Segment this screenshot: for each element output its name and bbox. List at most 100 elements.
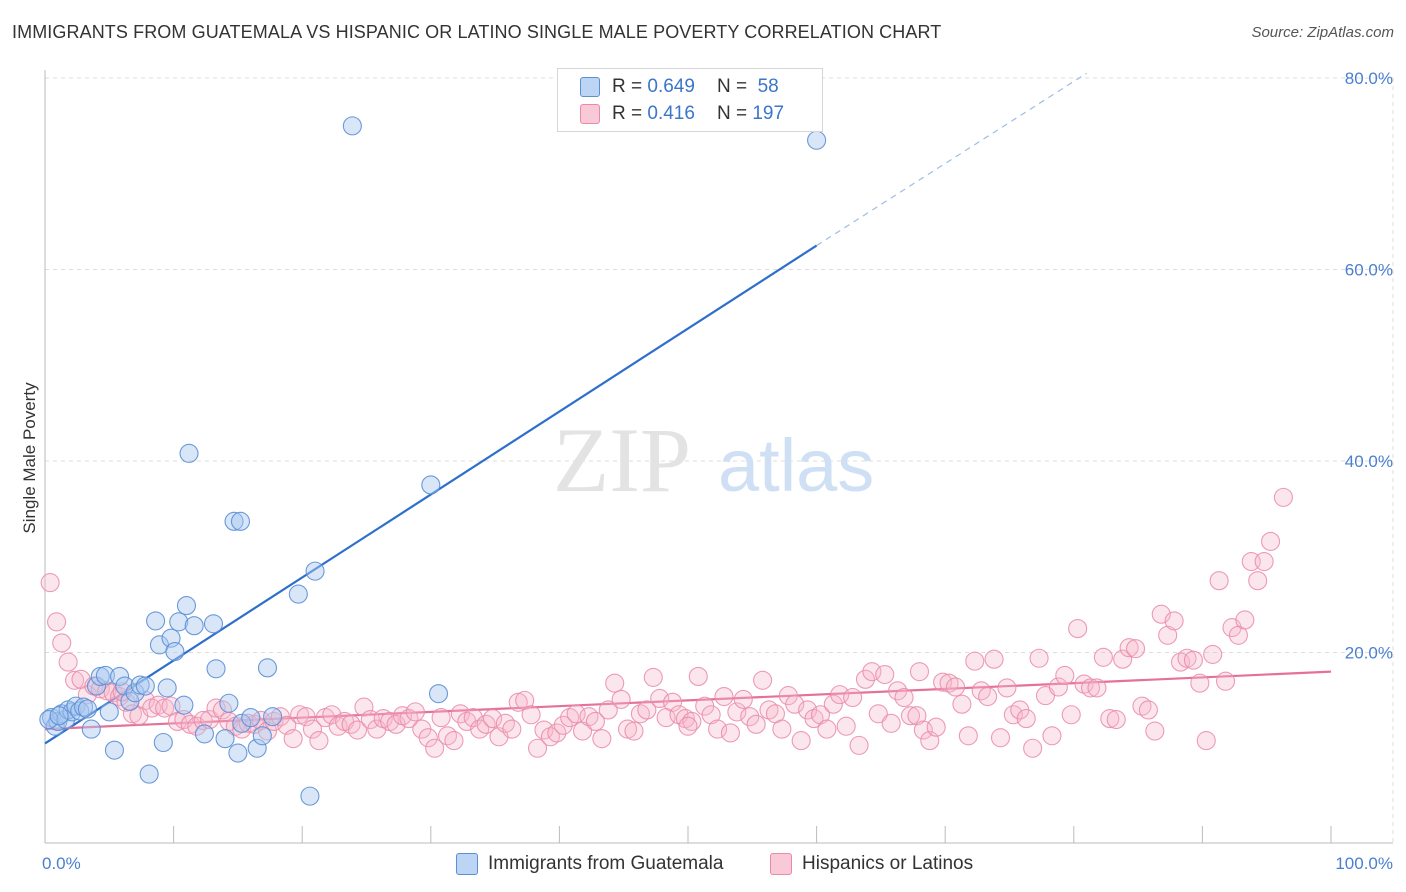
y-tick-label-20: 20.0% xyxy=(1345,644,1393,663)
legend-swatch-blue xyxy=(580,77,600,97)
hispanics-point-2 xyxy=(52,633,72,653)
legend-r-label-1: R = xyxy=(612,76,643,97)
guatemala-point-6 xyxy=(62,702,82,722)
hispanics-point-89 xyxy=(611,689,631,709)
bottom-legend-hispanics: Hispanics or Latinos xyxy=(770,851,973,877)
watermark: ZIP atlas xyxy=(553,409,874,511)
hispanics-point-76 xyxy=(527,738,548,758)
hispanics-point-141 xyxy=(945,677,966,697)
hispanics-point-133 xyxy=(894,687,914,708)
guatemala-point-27 xyxy=(157,678,177,698)
guatemala-point-53 xyxy=(421,475,441,495)
hispanics-point-159 xyxy=(1061,705,1081,725)
guatemala-point-48 xyxy=(263,707,283,727)
hispanics-point-143 xyxy=(958,726,978,746)
hispanics-point-124 xyxy=(836,716,856,736)
guatemala-point-40 xyxy=(224,511,244,531)
series-guatemala-points xyxy=(39,116,827,806)
hispanics-point-157 xyxy=(1048,677,1068,697)
hispanics-point-93 xyxy=(637,700,657,720)
hispanics-point-127 xyxy=(855,669,876,689)
guatemala-point-30 xyxy=(169,612,189,632)
axes xyxy=(44,70,1393,844)
hispanics-point-94 xyxy=(643,667,663,687)
hispanics-point-166 xyxy=(1106,709,1126,730)
guatemala-point-38 xyxy=(215,729,235,749)
trendline-guatemala-extension xyxy=(816,72,1087,247)
guatemala-point-35 xyxy=(194,724,215,744)
hispanics-point-180 xyxy=(1196,731,1216,751)
bottom-legend-guatemala: Immigrants from Guatemala xyxy=(456,851,723,877)
hispanics-point-116 xyxy=(785,694,805,714)
hispanics-point-63 xyxy=(444,731,464,751)
guatemala-point-56 xyxy=(39,709,59,730)
y-tick-label-40: 40.0% xyxy=(1345,452,1393,471)
bottom-swatch-blue xyxy=(456,853,478,875)
legend-r-value-2: 0.416 xyxy=(647,103,695,124)
hispanics-point-15 xyxy=(135,690,155,710)
hispanics-point-186 xyxy=(1235,610,1255,630)
guatemala-point-47 xyxy=(257,658,278,678)
hispanics-point-147 xyxy=(984,649,1004,669)
guatemala-point-42 xyxy=(230,511,251,531)
hispanics-point-83 xyxy=(572,721,593,741)
hispanics-point-105 xyxy=(714,686,734,707)
guatemala-point-17 xyxy=(110,666,130,686)
hispanics-point-88 xyxy=(605,673,625,693)
hispanics-point-73 xyxy=(508,692,528,712)
hispanics-point-125 xyxy=(843,687,863,708)
guatemala-point-39 xyxy=(219,693,239,713)
hispanics-point-1 xyxy=(47,612,67,632)
hispanics-point-85 xyxy=(585,711,605,731)
guatemala-point-15 xyxy=(99,702,119,722)
guatemala-point-10 xyxy=(77,699,97,719)
guatemala-point-55 xyxy=(807,130,827,150)
hispanics-point-86 xyxy=(592,729,612,749)
hispanics-point-149 xyxy=(997,678,1017,698)
guatemala-point-31 xyxy=(174,695,194,715)
hispanics-point-130 xyxy=(875,664,895,685)
guatemala-point-8 xyxy=(70,701,90,721)
legend-n-label-2: N = xyxy=(716,103,748,124)
hispanics-point-175 xyxy=(1164,611,1184,631)
hispanics-point-134 xyxy=(900,706,921,726)
hispanics-point-138 xyxy=(926,717,946,737)
hispanics-point-172 xyxy=(1145,721,1165,741)
hispanics-point-72 xyxy=(502,719,522,739)
hispanics-point-91 xyxy=(624,721,644,741)
hispanics-point-18 xyxy=(155,698,175,718)
hispanics-point-154 xyxy=(1029,648,1049,668)
hispanics-point-69 xyxy=(482,709,503,729)
hispanics-point-181 xyxy=(1203,644,1223,664)
guatemala-point-52 xyxy=(342,116,362,136)
bottom-legend-label-hispanics: Hispanics or Latinos xyxy=(802,853,974,874)
guatemala-point-33 xyxy=(179,443,199,463)
guatemala-point-41 xyxy=(228,743,248,763)
hispanics-point-40 xyxy=(296,707,316,727)
hispanics-point-167 xyxy=(1113,649,1133,669)
guatemala-point-22 xyxy=(135,676,155,696)
hispanics-point-152 xyxy=(1016,709,1036,729)
hispanics-point-183 xyxy=(1215,671,1236,691)
hispanics-point-0 xyxy=(40,573,60,593)
hispanics-point-178 xyxy=(1183,650,1203,670)
hispanics-point-163 xyxy=(1087,678,1107,698)
hispanics-point-80 xyxy=(553,715,573,735)
guatemala-point-29 xyxy=(165,641,185,662)
hispanics-point-193 xyxy=(678,716,698,736)
hispanics-point-79 xyxy=(547,723,567,743)
hispanics-point-129 xyxy=(868,704,888,724)
hispanics-point-144 xyxy=(965,651,985,671)
hispanics-point-95 xyxy=(650,688,670,709)
hispanics-point-90 xyxy=(618,719,638,739)
hispanics-point-164 xyxy=(1093,647,1113,667)
x-tick-label-max: 100.0% xyxy=(1335,854,1393,873)
hispanics-point-126 xyxy=(849,735,869,755)
hispanics-point-103 xyxy=(701,705,721,725)
hispanics-point-109 xyxy=(740,707,760,727)
guatemala-point-36 xyxy=(203,614,224,634)
hispanics-point-39 xyxy=(290,705,310,725)
hispanics-point-87 xyxy=(598,700,618,720)
hispanics-point-165 xyxy=(1100,709,1120,729)
